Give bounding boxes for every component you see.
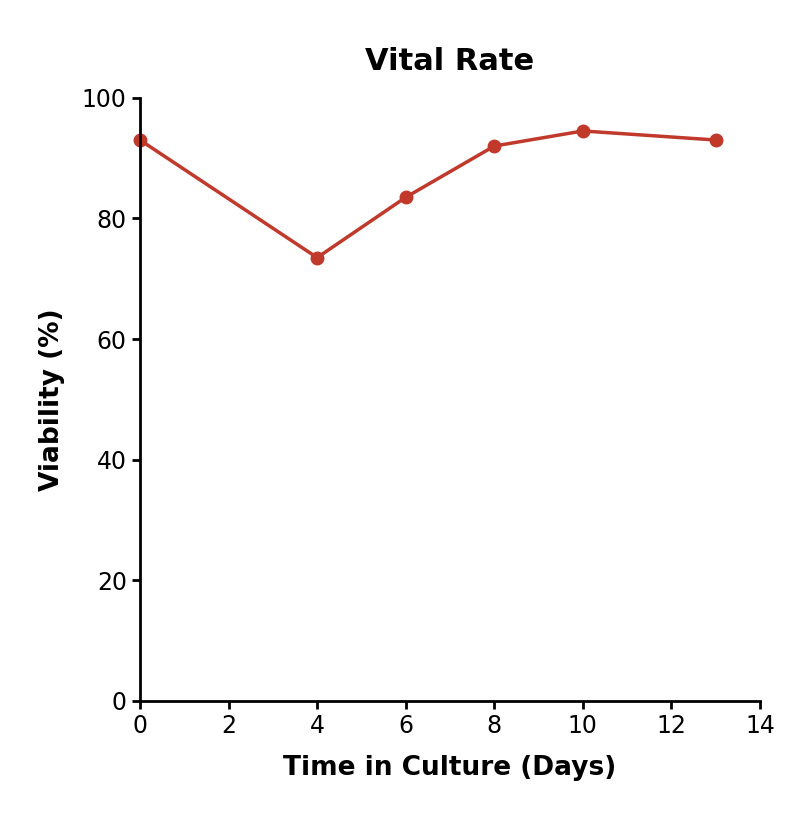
Title: Vital Rate: Vital Rate xyxy=(366,47,534,76)
X-axis label: Time in Culture (Days): Time in Culture (Days) xyxy=(283,755,617,781)
Y-axis label: Viability (%): Viability (%) xyxy=(39,308,66,491)
